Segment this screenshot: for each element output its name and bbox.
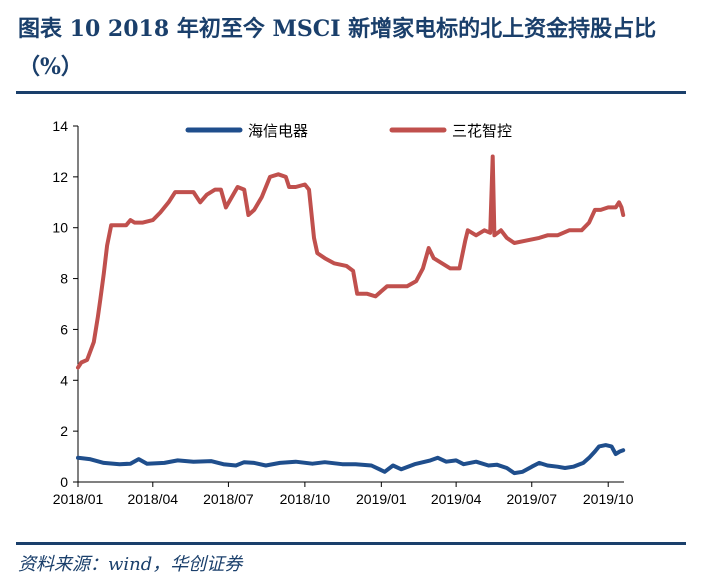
- x-tick-label: 2019/10: [583, 491, 634, 507]
- y-tick-label: 8: [60, 271, 68, 287]
- y-tick-label: 0: [60, 474, 68, 490]
- x-axis-ticks: 2018/01 2018/04 2018/07 2018/10 2019/01 2019/…: [53, 482, 634, 507]
- series-line-2: [76, 154, 626, 370]
- y-tick-label: 2: [60, 423, 68, 439]
- source-divider: [16, 542, 686, 545]
- x-tick-label: 2019/04: [431, 491, 482, 507]
- y-axis-ticks: 0 2 4 6 8 10 12 14: [52, 118, 78, 490]
- series-lines: [76, 154, 626, 476]
- axes: [77, 126, 624, 483]
- figure-title: 图表 10 2018 年初至今 MSCI 新增家电标的北上资金持股占比（%）: [18, 16, 657, 80]
- legend: 海信电器 三花智控: [185, 122, 512, 140]
- x-tick-label: 2018/07: [203, 491, 254, 507]
- legend-label: 三花智控: [452, 122, 512, 140]
- y-tick-label: 10: [52, 220, 68, 236]
- x-tick-label: 2018/10: [280, 491, 331, 507]
- source-note: 资料来源：wind，华创证券: [18, 554, 243, 575]
- x-tick-label: 2018/04: [127, 491, 178, 507]
- y-tick-label: 14: [52, 118, 68, 134]
- legend-label: 海信电器: [248, 122, 308, 140]
- y-tick-label: 6: [60, 321, 68, 337]
- title-divider: [16, 91, 686, 94]
- x-tick-label: 2019/07: [506, 491, 557, 507]
- series-line-1: [76, 443, 626, 476]
- y-tick-label: 4: [60, 372, 68, 388]
- x-tick-label: 2018/01: [53, 491, 104, 507]
- y-tick-label: 12: [52, 169, 68, 185]
- x-tick-label: 2019/01: [356, 491, 407, 507]
- line-chart: 0 2 4 6 8 10 12 14 2018/01 2018/04 2018/07 2018/10…: [52, 118, 634, 507]
